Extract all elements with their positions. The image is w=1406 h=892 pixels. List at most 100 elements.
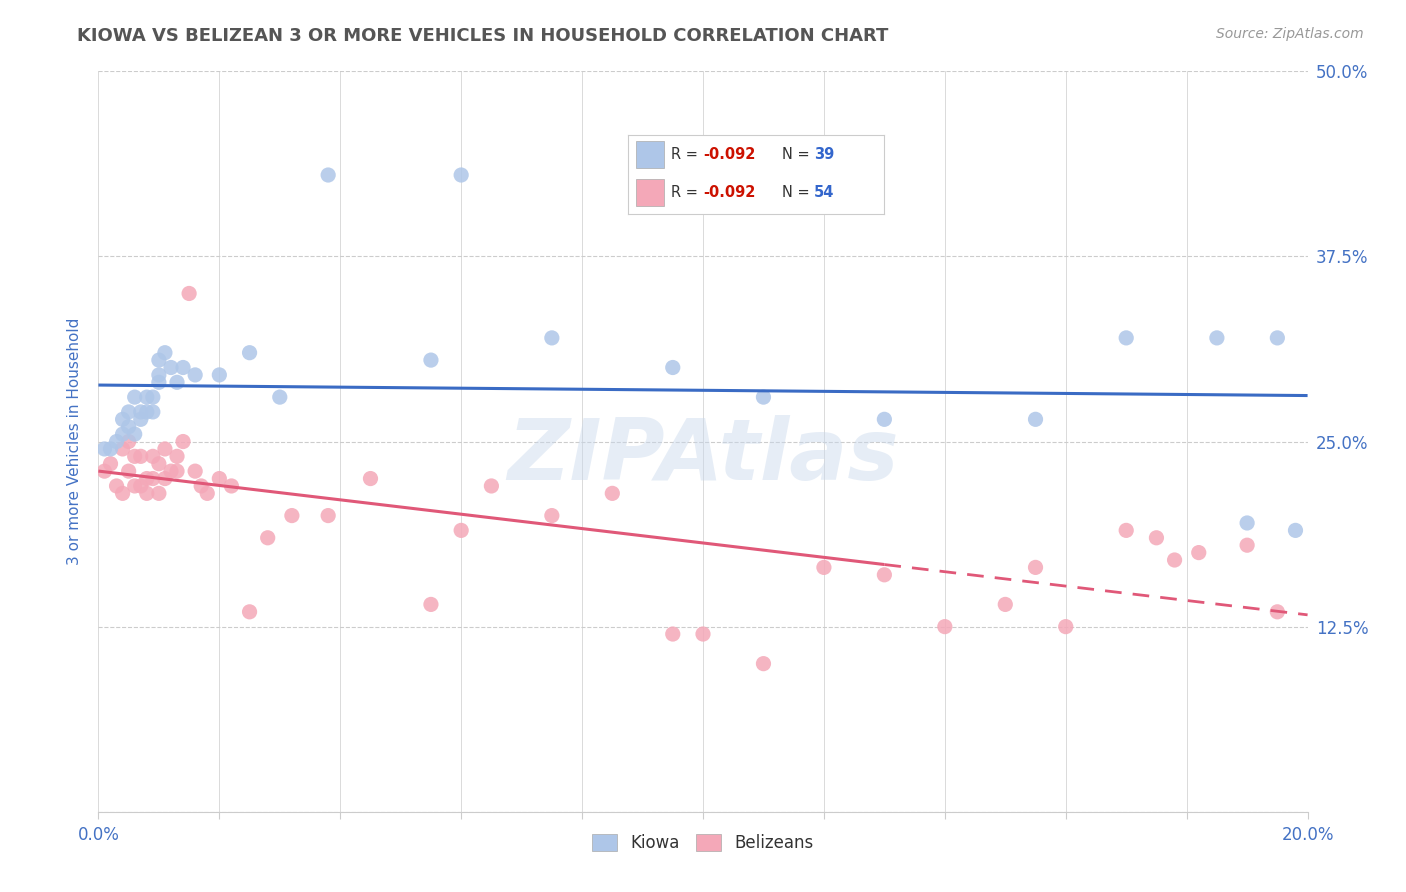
Point xyxy=(221,479,243,493)
Point xyxy=(148,368,170,382)
Point xyxy=(118,405,141,419)
Point xyxy=(239,345,262,359)
Text: KIOWA VS BELIZEAN 3 OR MORE VEHICLES IN HOUSEHOLD CORRELATION CHART: KIOWA VS BELIZEAN 3 OR MORE VEHICLES IN … xyxy=(77,27,889,45)
Point xyxy=(994,598,1017,612)
Point xyxy=(752,657,775,671)
Point xyxy=(813,560,835,574)
Point xyxy=(111,412,134,426)
Point xyxy=(873,567,896,582)
Point xyxy=(1144,531,1167,545)
Point xyxy=(1267,331,1289,345)
Point xyxy=(135,390,157,404)
Text: R =: R = xyxy=(672,147,703,161)
Point xyxy=(93,464,115,478)
Point xyxy=(129,450,152,464)
Text: N =: N = xyxy=(782,147,814,161)
Point xyxy=(184,464,207,478)
Point xyxy=(160,464,183,478)
Point xyxy=(1206,331,1229,345)
Point xyxy=(1236,516,1258,530)
Point xyxy=(184,368,207,382)
Point xyxy=(692,627,714,641)
Point xyxy=(111,427,134,442)
Point xyxy=(142,450,165,464)
Point xyxy=(160,360,183,375)
FancyBboxPatch shape xyxy=(636,141,664,168)
Point xyxy=(105,434,128,449)
Point xyxy=(1163,553,1185,567)
Point xyxy=(1236,538,1258,552)
Point xyxy=(166,450,188,464)
Point xyxy=(148,353,170,368)
Point xyxy=(135,405,157,419)
Point xyxy=(148,486,170,500)
Point xyxy=(100,457,122,471)
Point xyxy=(934,619,956,633)
Y-axis label: 3 or more Vehicles in Household: 3 or more Vehicles in Household xyxy=(67,318,83,566)
Point xyxy=(208,368,231,382)
Point xyxy=(100,442,122,456)
Point xyxy=(105,479,128,493)
Point xyxy=(1115,524,1137,538)
Text: N =: N = xyxy=(782,185,814,200)
Point xyxy=(752,390,775,404)
Point xyxy=(481,479,503,493)
Point xyxy=(873,412,896,426)
Point xyxy=(179,286,201,301)
Point xyxy=(166,464,188,478)
Text: Source: ZipAtlas.com: Source: ZipAtlas.com xyxy=(1216,27,1364,41)
Point xyxy=(190,479,212,493)
Point xyxy=(153,442,176,456)
Point xyxy=(129,405,152,419)
Point xyxy=(124,390,146,404)
Point xyxy=(148,457,170,471)
Point xyxy=(269,390,291,404)
Point xyxy=(1024,560,1046,574)
Point xyxy=(135,471,157,485)
Point xyxy=(1284,524,1306,538)
Point xyxy=(142,405,165,419)
Point xyxy=(118,434,141,449)
Point xyxy=(208,471,231,485)
Point xyxy=(281,508,304,523)
FancyBboxPatch shape xyxy=(636,178,664,205)
Point xyxy=(129,479,152,493)
Point xyxy=(111,486,134,500)
Point xyxy=(450,168,472,182)
Text: ZIPAtlas: ZIPAtlas xyxy=(508,415,898,498)
Point xyxy=(153,471,176,485)
Point xyxy=(142,390,165,404)
Point xyxy=(1188,546,1211,560)
Point xyxy=(540,331,562,345)
Text: 54: 54 xyxy=(814,185,834,200)
Point xyxy=(1115,331,1137,345)
Point xyxy=(172,360,194,375)
Point xyxy=(166,376,188,390)
Point xyxy=(450,524,472,538)
Point xyxy=(118,419,141,434)
Point xyxy=(420,598,443,612)
Point xyxy=(1054,619,1077,633)
Point xyxy=(540,508,562,523)
Point xyxy=(129,412,152,426)
Point xyxy=(153,345,176,359)
Text: R =: R = xyxy=(672,185,703,200)
Text: -0.092: -0.092 xyxy=(703,185,756,200)
Point xyxy=(1267,605,1289,619)
Point xyxy=(124,427,146,442)
Point xyxy=(142,471,165,485)
Point xyxy=(93,442,115,456)
Point xyxy=(239,605,262,619)
Point xyxy=(135,486,157,500)
Point xyxy=(602,486,624,500)
Point xyxy=(172,434,194,449)
Point xyxy=(420,353,443,368)
Point xyxy=(195,486,218,500)
Point xyxy=(118,464,141,478)
Point xyxy=(360,471,382,485)
Point xyxy=(256,531,278,545)
Point xyxy=(124,479,146,493)
Point xyxy=(148,376,170,390)
Point xyxy=(316,168,339,182)
Point xyxy=(111,442,134,456)
